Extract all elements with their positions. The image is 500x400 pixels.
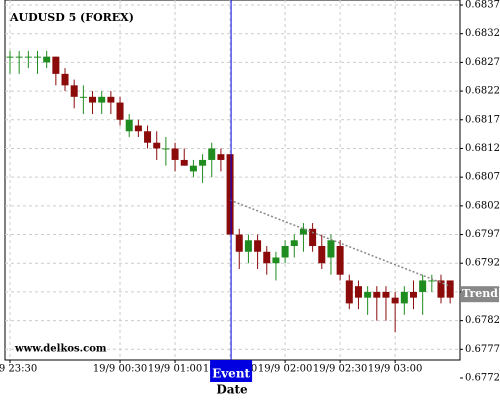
x-tick-label: 19/9 01:00 <box>148 364 202 375</box>
candle-body <box>254 240 262 252</box>
candle-body <box>345 280 353 304</box>
candle-body <box>272 257 280 264</box>
candle-body <box>199 159 207 166</box>
candle-body <box>263 251 271 264</box>
candle-body <box>189 165 197 172</box>
candle-body <box>107 96 115 103</box>
candle-body <box>52 56 60 74</box>
candle-body <box>61 73 69 86</box>
y-tick-label: 0.6807 <box>465 172 500 183</box>
y-tick-label: 0.6837 <box>465 0 500 11</box>
candle-body <box>125 119 133 132</box>
candle-body <box>354 286 362 298</box>
y-tick-label: 0.6827 <box>465 57 500 68</box>
candle-body <box>15 56 23 58</box>
candle-body <box>391 297 399 304</box>
y-tick-label: 0.6772 <box>465 373 500 384</box>
candle-body <box>336 246 344 275</box>
candle-body <box>34 56 42 58</box>
candle-body <box>89 96 97 103</box>
candle-body <box>24 56 32 58</box>
candle-body <box>226 154 234 235</box>
candle-body <box>171 148 179 160</box>
candle-body <box>144 131 152 143</box>
candle-body <box>299 228 307 235</box>
chart-title: AUDUSD 5 (FOREX) <box>9 11 134 24</box>
trend-line <box>229 199 451 287</box>
candle-body <box>244 240 252 252</box>
x-tick-label: 19/9 00:30 <box>93 364 147 375</box>
candle-body <box>318 246 326 264</box>
y-tick-label: 0.6777 <box>465 344 500 355</box>
candle-body <box>208 148 216 160</box>
candle-body <box>446 280 454 298</box>
candle-body <box>79 96 87 98</box>
candle-body <box>281 246 289 258</box>
candle-body <box>364 291 372 298</box>
trend-badge <box>461 286 499 303</box>
candle-body <box>162 148 170 150</box>
candle-body <box>437 280 445 298</box>
candle-body <box>409 291 417 298</box>
candle-body <box>290 240 298 247</box>
candle-body <box>428 280 436 282</box>
candle-body <box>70 85 78 97</box>
candle-body <box>373 291 381 298</box>
x-tick-label: 19/9 02:00 <box>258 364 312 375</box>
candle-body <box>235 234 243 252</box>
candle-body <box>309 228 317 247</box>
candle-body <box>419 280 427 292</box>
candle-body <box>6 56 14 58</box>
event-label: Event <box>212 367 250 381</box>
y-tick-label: 0.6817 <box>465 114 500 125</box>
candle-body <box>400 291 408 304</box>
candle-body <box>98 96 106 103</box>
y-tick-label: 0.6802 <box>465 200 500 211</box>
watermark: www.delkos.com <box>14 344 107 355</box>
y-tick-label: 0.6782 <box>465 315 500 326</box>
y-tick-label: 0.6832 <box>465 28 500 39</box>
x-tick-label: 19/9 02:30 <box>313 364 367 375</box>
candle-body <box>116 102 124 120</box>
y-tick-label: 0.6792 <box>465 258 500 269</box>
candle-body <box>180 159 188 166</box>
candle-body <box>134 125 142 132</box>
candle-body <box>153 142 161 149</box>
x-axis-title: Date <box>216 383 248 397</box>
y-tick-label: 0.6812 <box>465 143 500 154</box>
y-tick-label: 0.6822 <box>465 86 500 97</box>
candle-body <box>217 154 225 160</box>
trend-label: Trend <box>462 287 498 300</box>
y-tick-label: 0.6797 <box>465 229 500 240</box>
event-badge <box>210 360 253 382</box>
candle-body <box>327 240 335 258</box>
candle-body <box>43 56 51 63</box>
x-tick-label: 19/9 23:30 <box>0 364 37 375</box>
candle-body <box>382 291 390 298</box>
x-tick-label: 19/9 03:00 <box>368 364 422 375</box>
